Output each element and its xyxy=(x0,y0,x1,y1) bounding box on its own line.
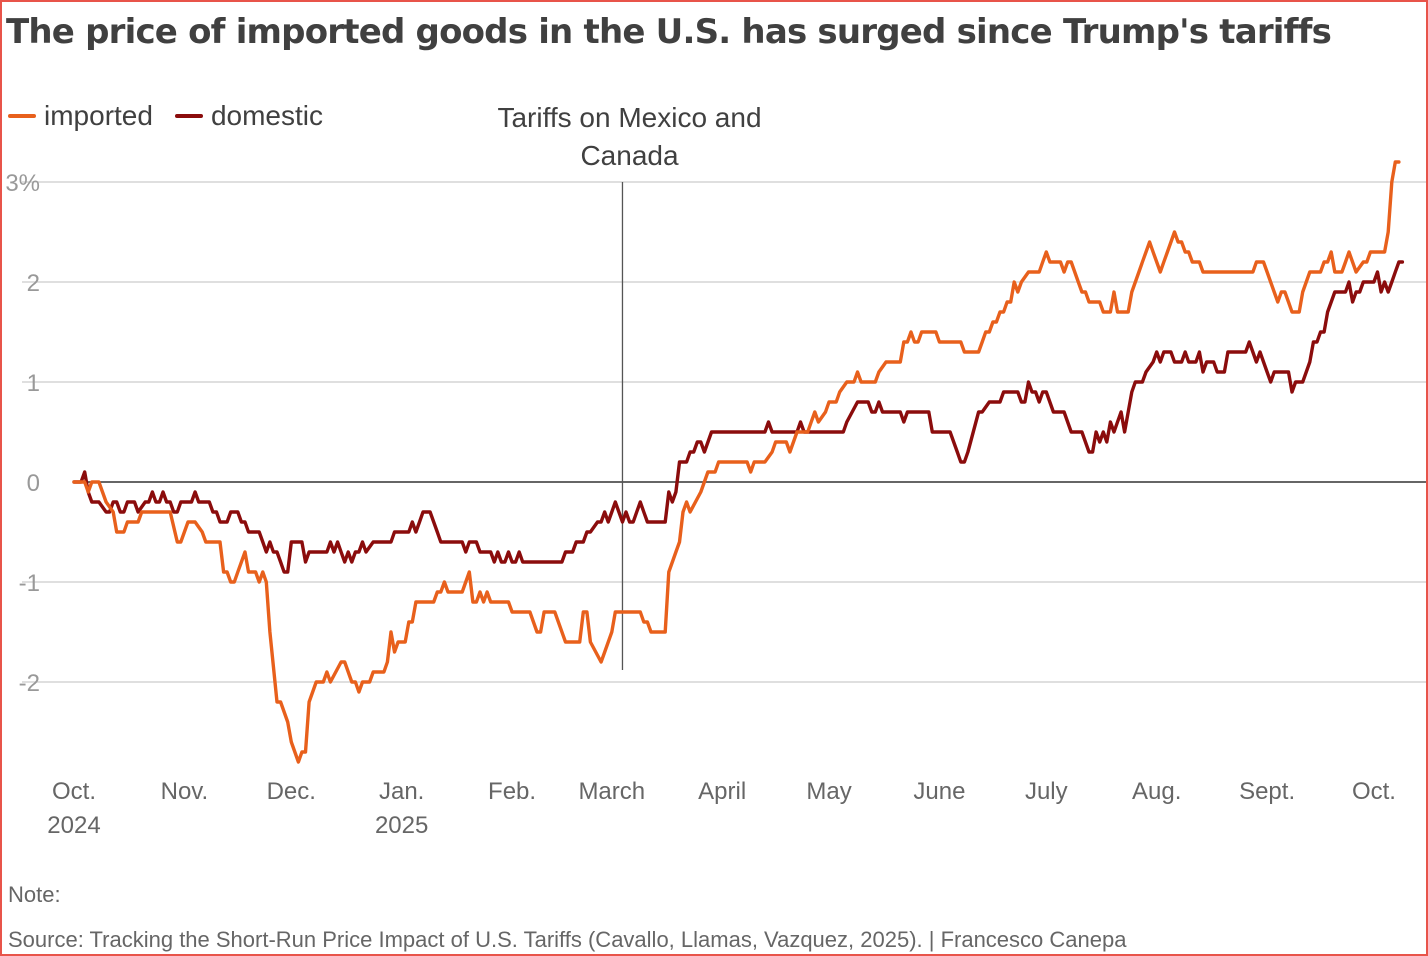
annotation-label: Tariffs on Mexico and Canada xyxy=(497,102,762,171)
x-tick-sublabel: 2025 xyxy=(375,812,428,839)
x-tick-sublabel: 2024 xyxy=(47,812,100,839)
chart-legend: imported domestic xyxy=(8,100,345,132)
series-line-domestic xyxy=(72,260,1405,574)
note-label: Note: xyxy=(8,882,61,907)
x-tick-label: Dec. xyxy=(267,778,316,805)
x-tick-label: July xyxy=(1025,778,1068,805)
x-tick-label: May xyxy=(806,778,851,805)
y-tick-label: 0 xyxy=(27,470,40,497)
x-tick-label: Sept. xyxy=(1239,778,1295,805)
x-tick-label: June xyxy=(913,778,965,805)
y-tick-label: 2 xyxy=(27,270,40,297)
legend-label-imported: imported xyxy=(44,100,153,131)
x-tick-label: Jan. xyxy=(379,778,424,805)
y-tick-label: -1 xyxy=(19,570,40,597)
legend-swatch-imported xyxy=(8,114,36,118)
x-tick-label: March xyxy=(578,778,645,805)
legend-swatch-domestic xyxy=(174,114,203,118)
legend-label-domestic: domestic xyxy=(210,100,323,131)
series-line-imported xyxy=(72,160,1401,764)
chart-plot-area: 3% 2 1 0 -1 -2 Oct. 2024 Nov. Dec. Jan. 2025 Feb. Mar… xyxy=(5,160,1426,839)
source-text: Source: Tracking the Short-Run Price Imp… xyxy=(8,927,1127,952)
x-tick-label: Feb. xyxy=(488,778,536,805)
x-tick-label: Aug. xyxy=(1132,778,1181,805)
x-tick-label: Oct. xyxy=(1352,778,1396,805)
x-tick-label: Oct. xyxy=(52,778,96,805)
chart-title: The price of imported goods in the U.S. … xyxy=(6,12,1332,52)
legend-item-imported: imported xyxy=(8,100,153,132)
legend-item-domestic: domestic xyxy=(174,100,323,132)
y-tick-label: 1 xyxy=(27,370,40,397)
y-tick-label: 3% xyxy=(5,170,40,197)
x-tick-label: April xyxy=(698,778,746,805)
x-tick-label: Nov. xyxy=(161,778,209,805)
y-tick-label: -2 xyxy=(19,670,40,697)
